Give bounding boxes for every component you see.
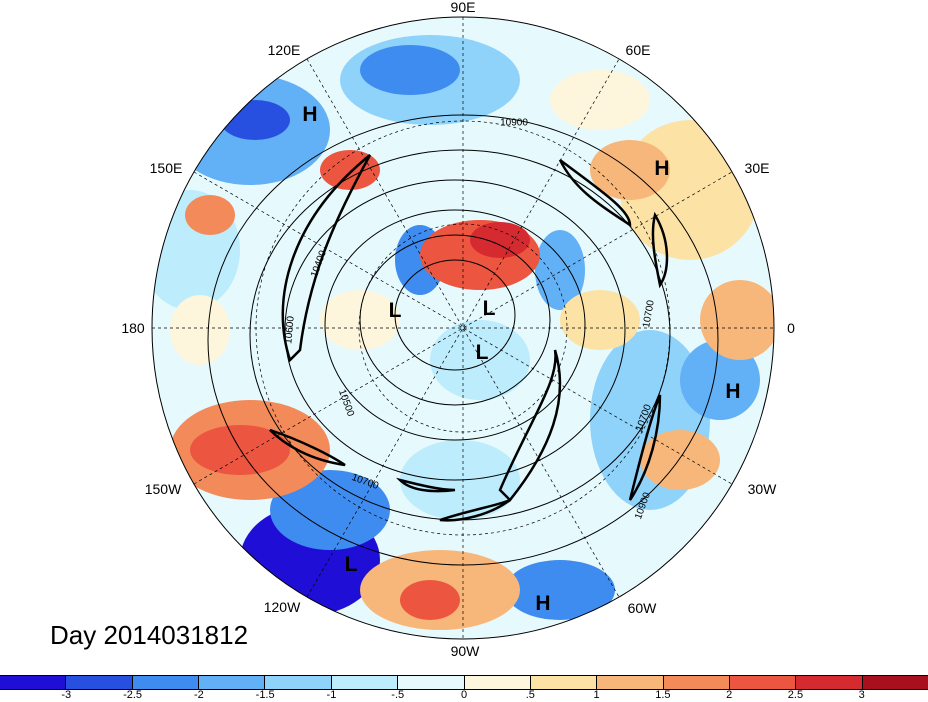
lon-label-60e: 60E [625, 42, 651, 58]
high-pressure-marker: H [302, 103, 318, 126]
colorbar-tick-label: 2 [726, 689, 733, 701]
colorbar-tick-label: -1 [326, 689, 337, 701]
colorbar-swatch [862, 676, 928, 689]
contour-label: 10900 [500, 117, 528, 129]
colorbar-tick-label: 0 [460, 689, 468, 701]
colorbar-swatch [530, 676, 598, 689]
lon-label-180: 180 [121, 320, 145, 336]
colorbar-swatch [398, 676, 465, 689]
colorbar-tick-label: 3 [858, 689, 865, 701]
colorbar-tick-label: -1.5 [255, 689, 275, 701]
colorbar-tick-label: -3 [61, 689, 72, 701]
high-pressure-marker: H [654, 157, 670, 180]
colorbar-tick-label: -.5 [391, 689, 405, 701]
colorbar-swatch [729, 676, 797, 689]
lon-label-150e: 150E [149, 160, 183, 176]
colorbar-tick-label: 1.5 [655, 689, 671, 701]
lon-label-90w: 90W [450, 643, 480, 659]
colorbar-swatch [132, 676, 200, 689]
colorbar [0, 675, 928, 690]
colorbar-swatch [597, 676, 664, 689]
low-pressure-marker: L [388, 299, 402, 322]
colorbar-swatch [663, 676, 730, 689]
low-pressure-marker: L [344, 553, 358, 576]
map-boundary [151, 16, 775, 640]
colorbar-swatch [265, 676, 332, 689]
polar-map [151, 16, 775, 640]
colorbar-swatch [66, 676, 133, 689]
colorbar-tick-label: 1 [593, 689, 600, 701]
lon-label-30w: 30W [747, 481, 777, 497]
colorbar-swatch [464, 676, 531, 689]
colorbar-swatch [331, 676, 399, 689]
jet-contours [269, 154, 669, 522]
day-label: Day 2014031812 [50, 620, 249, 650]
lon-label-150w: 150W [144, 481, 182, 497]
colorbar-swatch [0, 676, 67, 689]
lon-label-0: 0 [787, 320, 795, 336]
lon-label-120w: 120W [263, 599, 301, 615]
lon-label-30e: 30E [744, 160, 770, 176]
colorbar-swatch [199, 676, 266, 689]
high-pressure-marker: H [535, 592, 551, 615]
colorbar-swatch [796, 676, 863, 689]
anomaly-field [152, 17, 774, 639]
lon-label-60w: 60W [627, 600, 657, 616]
colorbar-tick-label: -2 [193, 689, 204, 701]
height-contours [207, 114, 719, 566]
low-pressure-marker: L [482, 297, 496, 320]
colorbar-tick-label: 2.5 [787, 689, 804, 701]
lon-label-120e: 120E [267, 42, 301, 58]
colorbar-tick-label: .5 [525, 689, 535, 701]
lon-label-90e: 90E [450, 0, 476, 15]
colorbar-tick-label: -2.5 [123, 689, 143, 701]
high-pressure-marker: H [725, 380, 741, 403]
low-pressure-marker: L [475, 341, 489, 364]
